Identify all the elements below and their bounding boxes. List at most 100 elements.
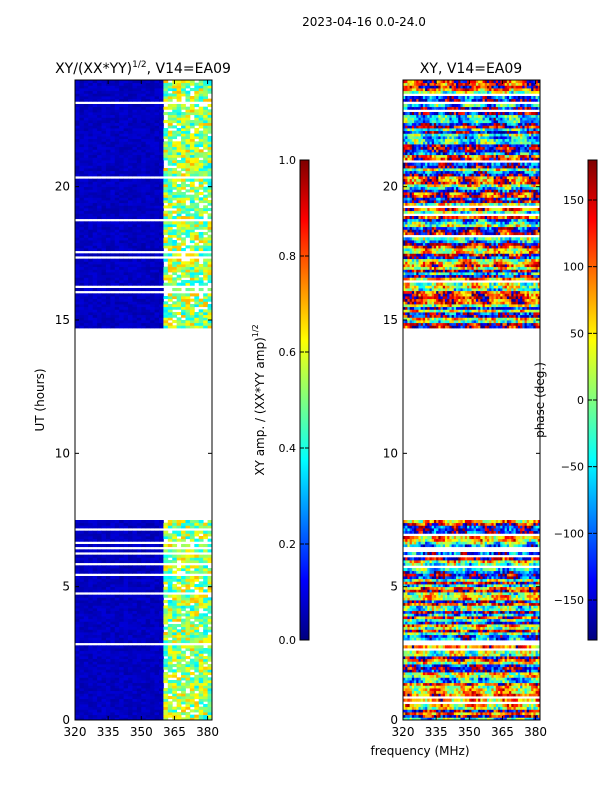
heatmap-cell <box>136 128 142 132</box>
heatmap-cell <box>167 680 173 684</box>
heatmap-cell <box>167 525 173 529</box>
heatmap-cell <box>110 152 116 156</box>
heatmap-cell <box>176 624 182 628</box>
heatmap-cell <box>203 658 208 662</box>
heatmap-cell <box>189 578 195 582</box>
heatmap-cell <box>154 520 160 524</box>
heatmap-cell <box>136 189 142 193</box>
heatmap-cell <box>154 205 160 209</box>
heatmap-cell <box>141 658 147 662</box>
heatmap-cell <box>194 578 200 582</box>
heatmap-cell <box>531 704 534 708</box>
heatmap-cell <box>132 253 138 257</box>
heatmap-cell <box>83 242 89 246</box>
heatmap-cell <box>163 618 169 622</box>
heatmap-cell <box>167 154 173 158</box>
heatmap-cell <box>114 288 120 292</box>
heatmap-cell <box>198 586 204 590</box>
heatmap-cell <box>158 106 164 110</box>
heatmap-cell <box>189 661 195 665</box>
heatmap-cell <box>123 280 129 284</box>
heatmap-cell <box>97 85 102 89</box>
heatmap-cell <box>110 114 116 118</box>
heatmap-cell <box>141 154 147 158</box>
heatmap-cell <box>185 98 191 102</box>
heatmap-cell <box>411 704 415 708</box>
heatmap-cell <box>132 664 138 668</box>
heatmap-cell <box>79 594 85 598</box>
heatmap-cell <box>110 226 116 230</box>
heatmap-cell <box>123 234 129 238</box>
heatmap-cell <box>176 669 182 673</box>
heatmap-cell <box>167 157 173 161</box>
heatmap-cell <box>185 138 191 142</box>
heatmap-cell <box>136 165 142 169</box>
heatmap-cell <box>88 685 94 689</box>
heatmap-cell <box>83 221 89 225</box>
heatmap-cell <box>185 221 191 225</box>
heatmap-cell <box>181 269 186 273</box>
heatmap-cell <box>119 306 125 310</box>
heatmap-cell <box>427 712 430 716</box>
heatmap-cell <box>167 186 173 190</box>
heatmap-cell <box>194 565 200 569</box>
heatmap-cell <box>203 525 208 529</box>
heatmap-cell <box>105 253 111 257</box>
heatmap-cell <box>75 90 80 94</box>
heatmap-cell <box>79 266 85 270</box>
heatmap-cell <box>83 706 89 710</box>
heatmap-cell <box>136 264 142 268</box>
heatmap-cell <box>128 312 133 316</box>
heatmap-cell <box>418 717 422 720</box>
heatmap-cell <box>97 125 102 129</box>
heatmap-cell <box>198 192 204 196</box>
heatmap-cell <box>88 688 94 692</box>
colorbar-tick-label: 0.6 <box>279 346 297 359</box>
heatmap-cell <box>145 93 151 97</box>
heatmap-cell <box>136 160 142 164</box>
heatmap-cell <box>97 701 102 705</box>
heatmap-cell <box>101 224 107 228</box>
heatmap-cell <box>163 309 169 313</box>
heatmap-cell <box>88 202 94 206</box>
heatmap-cell <box>158 688 164 692</box>
heatmap-cell <box>123 277 129 281</box>
heatmap-cell <box>101 706 107 710</box>
heatmap-cell <box>145 645 151 649</box>
heatmap-cell <box>158 184 164 188</box>
heatmap-cell <box>158 312 164 316</box>
heatmap-cell <box>128 653 133 657</box>
heatmap-cell <box>141 149 147 153</box>
heatmap-cell <box>145 200 151 204</box>
heatmap-cell <box>158 693 164 697</box>
heatmap-cell <box>425 714 428 718</box>
heatmap-cell <box>185 80 191 84</box>
heatmap-cell <box>185 216 191 220</box>
heatmap-cell <box>150 704 155 708</box>
heatmap-cell <box>136 530 142 534</box>
heatmap-cell <box>181 104 186 108</box>
heatmap-cell <box>150 602 155 606</box>
heatmap-cell <box>105 637 111 641</box>
heatmap-cell <box>88 240 94 244</box>
heatmap-cell <box>172 533 178 537</box>
heatmap-cell <box>163 282 169 286</box>
heatmap-cell <box>163 648 169 652</box>
heatmap-cell <box>145 213 151 217</box>
heatmap-cell <box>158 581 164 585</box>
heatmap-cell <box>167 669 173 673</box>
heatmap-cell <box>194 557 200 561</box>
heatmap-cell <box>88 88 94 92</box>
heatmap-cell <box>110 157 116 161</box>
heatmap-cell <box>154 248 160 252</box>
heatmap-cell <box>515 709 519 713</box>
heatmap-cell <box>207 616 212 620</box>
heatmap-cell <box>150 690 155 694</box>
heatmap-cell <box>105 293 111 297</box>
heatmap-cell <box>114 554 120 558</box>
heatmap-cell <box>194 317 200 321</box>
heatmap-cell <box>167 258 173 262</box>
heatmap-cell <box>97 554 102 558</box>
heatmap-cell <box>154 296 160 300</box>
